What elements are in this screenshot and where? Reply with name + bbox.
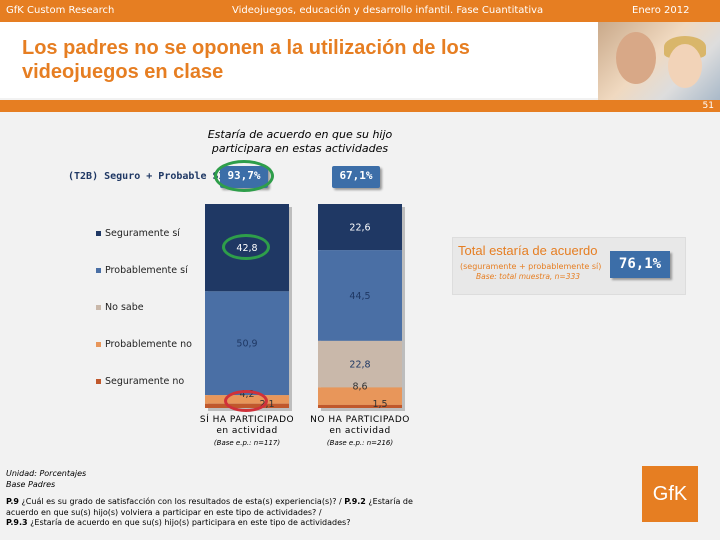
legend-probablemente-no: Probablemente no — [96, 339, 192, 350]
legend-swatch — [96, 268, 101, 273]
data-label-probablemente-si-not-participated: 44,5 — [349, 291, 370, 302]
gfk-logo: GfK — [642, 466, 698, 522]
total-subtitle: (seguramente + probablemente sí) — [460, 262, 601, 271]
data-label-seguramente-no-not-participated: 1,5 — [372, 399, 387, 410]
base-label-participated: (Base e.p.: n=117) — [192, 439, 302, 447]
legend-no-sabe: No sabe — [96, 302, 144, 313]
highlight-ring-seguramente-si — [222, 234, 270, 260]
legend-swatch — [96, 342, 101, 347]
data-label-seguramente-si-not-participated: 22,6 — [349, 223, 370, 234]
data-label-no-sabe-not-participated: 22,8 — [349, 360, 370, 371]
highlight-ring-probablemente-no — [224, 390, 268, 412]
total-base: Base: total muestra, n=333 — [476, 272, 580, 281]
category-label-participated: SÍ HA PARTICIPADO en actividad — [192, 415, 302, 437]
legend-seguramente-no: Seguramente no — [96, 376, 184, 387]
data-label-probablemente-si-participated: 50,9 — [236, 339, 257, 350]
legend-swatch — [96, 231, 101, 236]
bar-segment-seguramente-no-not-participated — [318, 405, 402, 408]
total-value: 76,1% — [610, 251, 670, 278]
legend-probablemente-si: Probablemente sí — [96, 265, 188, 276]
data-label-probablemente-no-not-participated: 8,6 — [352, 381, 367, 392]
unit-notes: Unidad: Porcentajes Base Padres — [6, 468, 86, 490]
total-title: Total estaría de acuerdo — [458, 243, 597, 258]
legend-swatch — [96, 305, 101, 310]
legend-seguramente-si: Seguramente sí — [96, 228, 180, 239]
question-notes: P.9 ¿Cuál es su grado de satisfacción co… — [6, 497, 426, 529]
legend-swatch — [96, 379, 101, 384]
category-label-not-participated: NO HA PARTICIPADO en actividad — [304, 415, 416, 437]
base-label-not-participated: (Base e.p.: n=216) — [304, 439, 416, 447]
